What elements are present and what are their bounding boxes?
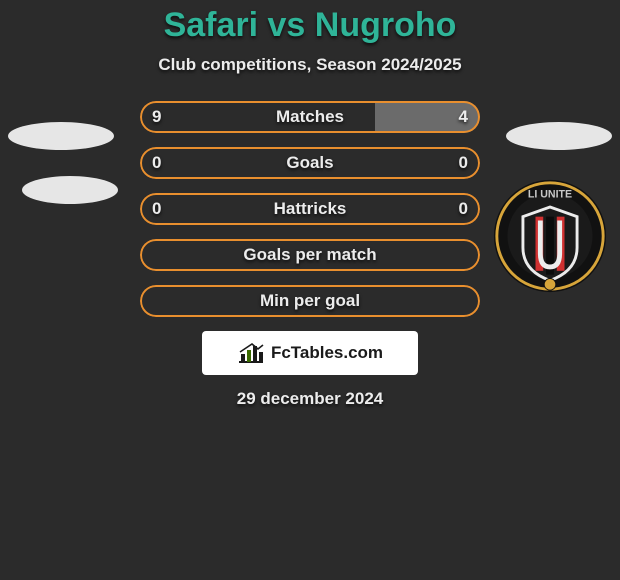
brand-box[interactable]: FcTables.com bbox=[202, 331, 418, 375]
stat-bar: Min per goal bbox=[140, 285, 480, 317]
page-subtitle: Club competitions, Season 2024/2025 bbox=[158, 55, 461, 75]
stat-row: Goals per match bbox=[140, 239, 480, 271]
stat-right-value: 4 bbox=[459, 101, 468, 133]
bar-chart-icon bbox=[237, 342, 265, 364]
stat-left-value: 0 bbox=[152, 193, 161, 225]
stats-list: Matches94Goals00Hattricks00Goals per mat… bbox=[0, 101, 620, 317]
stat-row: Hattricks0 0 bbox=[140, 193, 480, 225]
stat-right-value: 0 bbox=[459, 193, 468, 225]
stat-label: Matches bbox=[140, 101, 480, 133]
stat-bar: Matches9 4 bbox=[140, 101, 480, 133]
stat-bar: Hattricks0 0 bbox=[140, 193, 480, 225]
stat-label: Hattricks bbox=[140, 193, 480, 225]
stat-label: Goals bbox=[140, 147, 480, 179]
stat-right-value: 0 bbox=[459, 147, 468, 179]
stat-bar: Goals0 0 bbox=[140, 147, 480, 179]
stat-label: Goals per match bbox=[140, 239, 480, 271]
generated-date: 29 december 2024 bbox=[237, 389, 384, 409]
brand-text: FcTables.com bbox=[271, 343, 383, 363]
stat-left-value: 0 bbox=[152, 147, 161, 179]
stat-label: Min per goal bbox=[140, 285, 480, 317]
comparison-card: Safari vs Nugroho Club competitions, Sea… bbox=[0, 0, 620, 580]
stat-left-value: 9 bbox=[152, 101, 161, 133]
stat-row: Goals0 0 bbox=[140, 147, 480, 179]
stat-row: Matches9 4 bbox=[140, 101, 480, 133]
stat-bar: Goals per match bbox=[140, 239, 480, 271]
stat-row: Min per goal bbox=[140, 285, 480, 317]
page-title: Safari vs Nugroho bbox=[164, 6, 457, 45]
